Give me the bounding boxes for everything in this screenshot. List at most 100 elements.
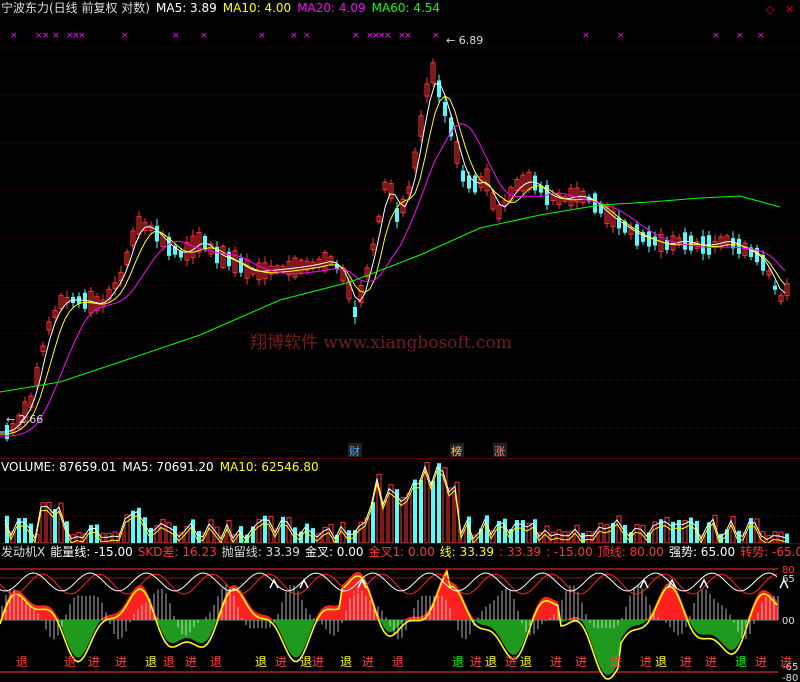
price-pane[interactable]: 宁波东力(日线 前复权 对数) MA5: 3.89 MA10: 4.00 MA2… bbox=[0, 0, 800, 458]
limit-marker-icon: × bbox=[10, 31, 18, 41]
volume-bar-up bbox=[772, 531, 778, 543]
turn-readout: 转势: -65.00 bbox=[740, 545, 800, 559]
volume-bar-up bbox=[556, 529, 562, 543]
candle-up bbox=[376, 215, 382, 223]
candle-up bbox=[658, 234, 664, 252]
limit-marker-icon: × bbox=[712, 31, 720, 41]
buy-signal: 进 bbox=[780, 655, 792, 669]
limit-marker-icon: × bbox=[42, 31, 50, 41]
volume-bar-down bbox=[431, 480, 435, 543]
cross-arrow-icon bbox=[639, 578, 649, 589]
volume-bar-down bbox=[581, 532, 585, 543]
volume-chart[interactable] bbox=[0, 459, 800, 543]
sell-signal: 退 bbox=[300, 655, 312, 669]
limit-marker-icon: × bbox=[736, 31, 744, 41]
skd-line bbox=[0, 569, 778, 680]
v15-readout: : -15.00 bbox=[546, 545, 593, 559]
candle-up bbox=[10, 423, 16, 433]
volume-bar-down bbox=[671, 521, 675, 543]
candle-down bbox=[689, 235, 693, 251]
close-icon[interactable]: ✕ bbox=[785, 3, 795, 16]
limit-marker-icon: × bbox=[303, 31, 311, 41]
sell-signal: 退 bbox=[392, 655, 404, 669]
candle-down bbox=[443, 102, 447, 116]
cross-arrow-icon bbox=[299, 578, 309, 589]
volume-bar-up bbox=[160, 518, 166, 543]
ma10-line bbox=[0, 95, 786, 435]
energy-negative-area bbox=[0, 620, 778, 675]
volume-bar-up bbox=[184, 526, 190, 543]
limit-marker-icon: × bbox=[352, 31, 360, 41]
limit-marker-icon: × bbox=[398, 31, 406, 41]
volume-ma5-line bbox=[4, 465, 786, 541]
buy-signal: 进 bbox=[705, 655, 717, 669]
buy-signal: 进 bbox=[470, 655, 482, 669]
candle-up bbox=[766, 270, 772, 276]
candle-down bbox=[773, 285, 777, 290]
volume-ma10-readout: MA10: 62546.80 bbox=[219, 460, 319, 474]
candle-up bbox=[604, 205, 610, 225]
energy-readout: 能量线: -15.00 bbox=[50, 545, 133, 559]
sell-signal: 退 bbox=[485, 655, 497, 669]
cross-arrow-icon bbox=[269, 578, 279, 589]
candlestick-chart[interactable]: × × × × ××× × × × × × × × ×××× ×× × × × × × ×← 6.89← 2.66翔博… bbox=[0, 0, 800, 458]
candle-up bbox=[58, 295, 64, 309]
volume-bar-down bbox=[131, 510, 135, 543]
volume-bar-down bbox=[353, 530, 357, 543]
volume-bar-up bbox=[118, 532, 124, 543]
candle-up bbox=[406, 186, 412, 194]
volume-bar-up bbox=[664, 517, 670, 543]
volume-bar-down bbox=[521, 520, 525, 543]
candle-up bbox=[574, 187, 580, 203]
candle-up bbox=[388, 183, 394, 199]
candle-down bbox=[239, 258, 243, 273]
candle-down bbox=[665, 239, 669, 251]
candle-down bbox=[755, 247, 759, 263]
limit-marker-icon: × bbox=[617, 31, 625, 41]
volume-bar-up bbox=[442, 467, 448, 543]
ma60-line bbox=[0, 195, 781, 393]
limit-marker-icon: × bbox=[258, 31, 266, 41]
candle-up bbox=[22, 401, 28, 423]
buy-signal: 进 bbox=[185, 655, 197, 669]
indicator-pane[interactable]: 发动机X 能量线: -15.00 SKD差: 16.23 抛留线: 33.39 … bbox=[0, 544, 800, 682]
volume-bar-down bbox=[695, 520, 699, 543]
candle-down bbox=[749, 247, 753, 257]
candle-down bbox=[437, 80, 441, 98]
limit-marker-icon: × bbox=[404, 31, 412, 41]
candle-up bbox=[118, 271, 124, 282]
volume-bar-down bbox=[509, 529, 513, 543]
limit-marker-icon: × bbox=[172, 31, 180, 41]
limit-marker-icon: × bbox=[66, 31, 74, 41]
candle-up bbox=[490, 192, 496, 210]
candle-down bbox=[617, 217, 621, 229]
axis-label: -65 bbox=[782, 662, 798, 673]
price-header: 宁波东力(日线 前复权 对数) MA5: 3.89 MA10: 4.00 MA2… bbox=[0, 0, 440, 17]
candle-up bbox=[232, 250, 238, 274]
volume-pane[interactable]: VOLUME: 87659.01 MA5: 70691.20 MA10: 625… bbox=[0, 459, 800, 543]
candle-down bbox=[353, 306, 357, 318]
volume-bar-up bbox=[550, 531, 556, 543]
volume-bar-up bbox=[388, 484, 394, 543]
buy-signal: 进 bbox=[362, 655, 374, 669]
ma10-readout: MA10: 4.00 bbox=[222, 1, 292, 15]
buy-signal: 进 bbox=[115, 655, 127, 669]
axis-label: 00 bbox=[782, 616, 795, 627]
volume-bar-down bbox=[623, 524, 627, 543]
float-window-icon[interactable]: ◇ bbox=[766, 3, 775, 16]
buy-signal: 进 bbox=[640, 655, 652, 669]
volume-bar-up bbox=[112, 531, 118, 543]
volume-bar-down bbox=[707, 522, 711, 543]
volume-bar-up bbox=[712, 514, 718, 543]
stock-title: 宁波东力(日线 前复权 对数) bbox=[1, 1, 150, 15]
limit-marker-icon: × bbox=[290, 31, 298, 41]
limit-marker-icon: × bbox=[35, 31, 43, 41]
volume-bar-up bbox=[562, 531, 568, 543]
volume-bar-down bbox=[89, 525, 93, 543]
volume-bar-up bbox=[634, 523, 640, 543]
candle-up bbox=[46, 321, 52, 331]
indicator-chart[interactable]: 806500-65-80退退进进退退进退退进退进退进退退进退进退进进进进退进进退… bbox=[0, 544, 800, 682]
candle-down bbox=[167, 236, 171, 256]
candle-up bbox=[220, 245, 226, 269]
volume-bar-down bbox=[65, 521, 69, 543]
